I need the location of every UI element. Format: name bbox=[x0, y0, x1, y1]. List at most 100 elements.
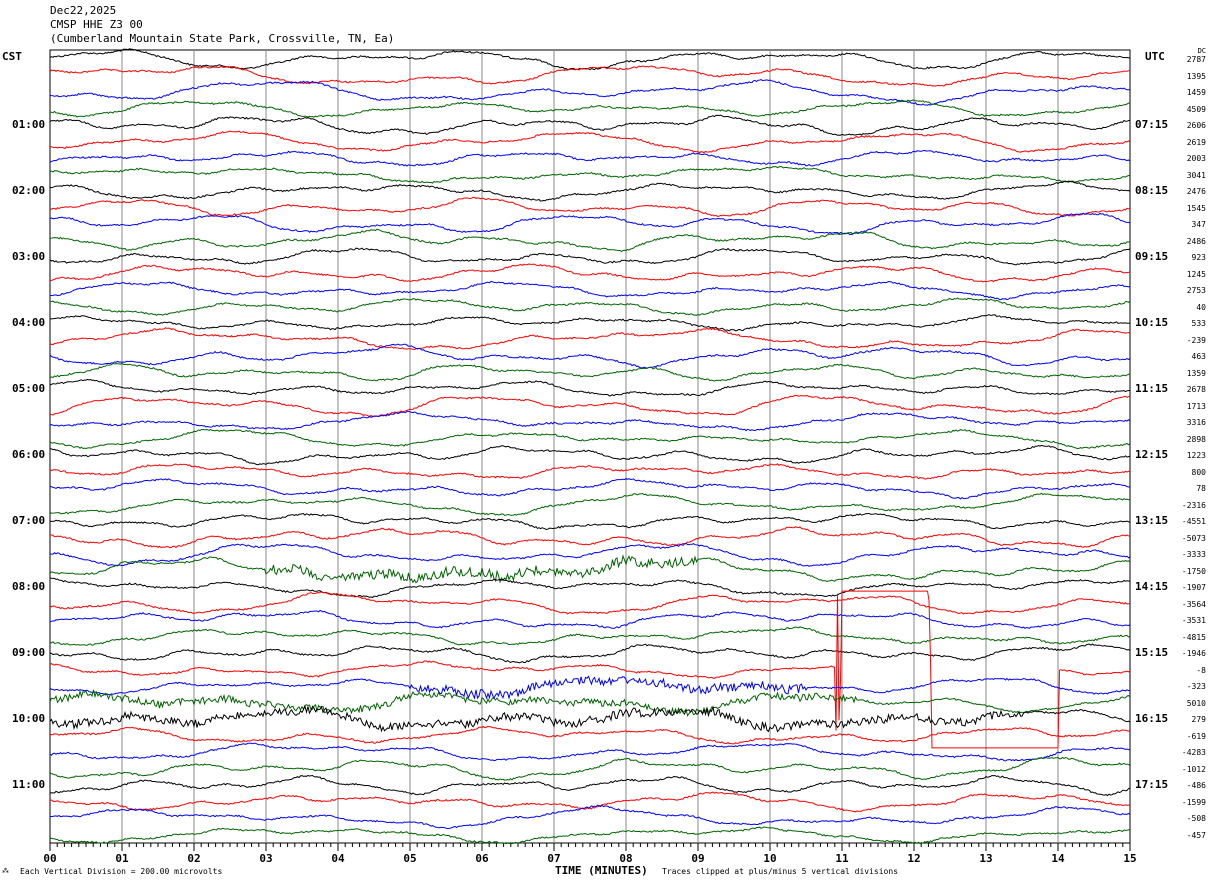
cst-axis-title: CST bbox=[2, 50, 22, 63]
seismic-trace bbox=[49, 314, 1131, 332]
seismic-trace bbox=[50, 643, 1131, 664]
dc-offset-label: 2898 bbox=[1186, 434, 1206, 444]
dc-offset-label: 1395 bbox=[1186, 71, 1206, 81]
seismic-trace bbox=[49, 477, 1131, 500]
dc-offset-label: 463 bbox=[1191, 352, 1206, 361]
x-tick-label: 00 bbox=[43, 852, 57, 865]
dc-offset-label: -508 bbox=[1186, 814, 1206, 823]
x-tick-label: 04 bbox=[331, 852, 345, 865]
x-tick-label: 09 bbox=[691, 852, 705, 865]
seismic-trace bbox=[49, 343, 1131, 369]
dc-offset-label: 3041 bbox=[1186, 170, 1206, 180]
utc-hour-label: 12:15 bbox=[1135, 448, 1169, 461]
dc-offset-label: -1012 bbox=[1181, 764, 1206, 774]
seismic-trace bbox=[49, 577, 1131, 599]
seismic-trace bbox=[49, 444, 1131, 466]
seismic-trace bbox=[49, 149, 1131, 167]
clip-note: Traces clipped at plus/minus 5 vertical … bbox=[662, 867, 899, 876]
cst-hour-label: 09:00 bbox=[12, 646, 46, 659]
seismic-trace bbox=[49, 362, 1131, 382]
dc-offset-label: 2486 bbox=[1186, 236, 1206, 246]
dc-offset-label: 2003 bbox=[1186, 154, 1206, 163]
dc-offset-label: -3333 bbox=[1181, 550, 1206, 559]
seismic-trace bbox=[49, 428, 1131, 450]
dc-offset-label: -323 bbox=[1186, 682, 1206, 691]
seismic-trace bbox=[49, 180, 1131, 202]
dc-offset-label: 5010 bbox=[1186, 698, 1206, 708]
dc-offset-label: -3531 bbox=[1181, 616, 1206, 625]
x-tick-label: 07 bbox=[547, 852, 561, 865]
dc-offset-label: 2619 bbox=[1186, 137, 1206, 147]
seismic-trace bbox=[49, 378, 1131, 397]
utc-hour-label: 14:15 bbox=[1135, 580, 1169, 593]
plot-frame bbox=[49, 49, 1131, 844]
dc-offset-label: 347 bbox=[1191, 220, 1206, 229]
seismic-trace bbox=[49, 394, 1131, 417]
dc-offset-label: -457 bbox=[1186, 830, 1206, 840]
cst-hour-label: 04:00 bbox=[12, 316, 46, 329]
seismic-trace bbox=[49, 704, 1131, 733]
cst-hour-label: 01:00 bbox=[12, 118, 46, 131]
dc-offset-label: -4551 bbox=[1181, 517, 1206, 526]
dc-offset-label: -5073 bbox=[1181, 533, 1206, 543]
dc-offset-label: -8 bbox=[1196, 665, 1206, 675]
x-tick-label: 15 bbox=[1123, 852, 1137, 865]
cst-hour-label: 08:00 bbox=[12, 580, 46, 593]
seismic-trace bbox=[49, 590, 1131, 749]
x-tick-label: 02 bbox=[187, 852, 201, 865]
seismic-trace bbox=[49, 804, 1131, 830]
dc-offset-label: -486 bbox=[1186, 781, 1206, 790]
x-tick-label: 11 bbox=[835, 852, 849, 865]
seismic-trace bbox=[49, 791, 1131, 813]
seismic-trace bbox=[49, 165, 1131, 184]
seismic-trace bbox=[49, 212, 1131, 235]
dc-offset-label: -1599 bbox=[1181, 797, 1206, 807]
dc-offset-label: -4283 bbox=[1181, 748, 1206, 757]
dc-offset-label: 800 bbox=[1191, 467, 1206, 477]
dc-offset-label: -4815 bbox=[1181, 632, 1206, 642]
dc-offset-label: 1245 bbox=[1186, 269, 1206, 279]
seismic-trace bbox=[49, 114, 1131, 136]
utc-hour-label: 10:15 bbox=[1135, 316, 1169, 329]
seismic-trace bbox=[49, 609, 1131, 629]
cst-hour-label: 06:00 bbox=[12, 448, 46, 461]
seismic-trace bbox=[49, 99, 1131, 118]
dc-offset-label: 533 bbox=[1191, 319, 1206, 328]
x-tick-label: 08 bbox=[619, 852, 633, 865]
dc-offset-label: 1459 bbox=[1186, 88, 1206, 97]
dc-offset-label: 78 bbox=[1196, 484, 1206, 493]
seismic-trace bbox=[49, 280, 1131, 301]
seismic-trace bbox=[49, 675, 1131, 700]
dc-title: DC bbox=[1197, 47, 1206, 55]
utc-hour-label: 07:15 bbox=[1135, 118, 1169, 131]
dc-offset-label: 2753 bbox=[1186, 286, 1206, 295]
x-tick-label: 12 bbox=[907, 852, 921, 865]
seismic-trace bbox=[49, 410, 1131, 432]
x-tick-label: 10 bbox=[763, 852, 777, 865]
utc-hour-label: 13:15 bbox=[1135, 514, 1169, 527]
cst-hour-label: 10:00 bbox=[12, 712, 46, 725]
seismic-trace bbox=[49, 512, 1131, 531]
cst-hour-label: 07:00 bbox=[12, 514, 46, 527]
date-label: Dec22,2025 bbox=[50, 4, 117, 17]
dc-offset-label: -1946 bbox=[1181, 649, 1206, 658]
seismic-trace bbox=[49, 542, 1131, 567]
seismic-trace bbox=[49, 130, 1131, 154]
cst-hour-label: 03:00 bbox=[12, 250, 46, 263]
seismic-trace bbox=[49, 626, 1131, 646]
seismic-trace bbox=[49, 492, 1130, 516]
utc-hour-label: 11:15 bbox=[1135, 382, 1169, 395]
seismic-trace bbox=[50, 526, 1131, 549]
dc-offset-label: -619 bbox=[1186, 731, 1206, 741]
seismic-trace bbox=[49, 79, 1131, 106]
x-axis-label: TIME (MINUTES) bbox=[555, 864, 648, 877]
seismic-trace bbox=[49, 742, 1130, 762]
dc-offset-label: 4509 bbox=[1186, 104, 1206, 114]
dc-offset-label: -1907 bbox=[1181, 583, 1206, 592]
dc-offset-label: -1750 bbox=[1181, 566, 1206, 576]
seismic-trace bbox=[49, 228, 1131, 253]
seismic-trace bbox=[49, 65, 1131, 87]
dc-offset-label: 2678 bbox=[1186, 385, 1206, 394]
cst-hour-label: 02:00 bbox=[12, 184, 46, 197]
